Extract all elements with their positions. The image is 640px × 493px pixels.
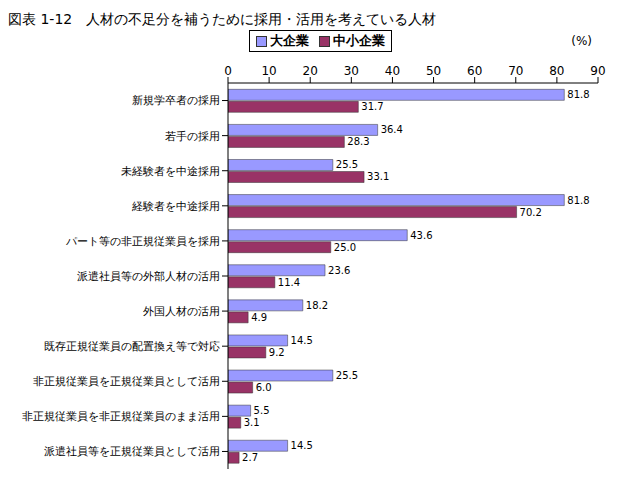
svg-text:18.2: 18.2: [306, 300, 328, 311]
svg-text:3.1: 3.1: [244, 417, 260, 428]
html-text:大企業: 大企業: [269, 33, 309, 48]
svg-text:11.4: 11.4: [278, 277, 300, 288]
svg-text:40: 40: [385, 64, 400, 78]
svg-text:外国人材の活用: 外国人材の活用: [143, 305, 220, 318]
svg-text:43.6: 43.6: [410, 230, 432, 241]
svg-text:50: 50: [426, 64, 441, 78]
svg-text:10: 10: [261, 64, 276, 78]
svg-text:2.7: 2.7: [242, 452, 258, 463]
svg-text:新規学卒者の採用: 新規学卒者の採用: [132, 94, 220, 107]
svg-text:派遣社員等を正規従業員として活用: 派遣社員等を正規従業員として活用: [44, 445, 220, 458]
svg-text:0: 0: [224, 64, 232, 78]
svg-text:9.2: 9.2: [269, 347, 285, 358]
svg-text:パート等の非正規従業員を採用: パート等の非正規従業員を採用: [65, 235, 220, 248]
svg-text:既存正規従業員の配置換え等で対応: 既存正規従業員の配置換え等で対応: [44, 340, 220, 353]
svg-text:25.0: 25.0: [334, 242, 356, 253]
svg-text:28.3: 28.3: [347, 136, 369, 147]
svg-text:31.7: 31.7: [361, 101, 383, 112]
svg-text:60: 60: [467, 64, 482, 78]
svg-text:33.1: 33.1: [367, 171, 389, 182]
html-text:図表 1-12 人材の不足分を補うために採用・活用を考えてい: 図表 1-12 人材の不足分を補うために採用・活用を考えている人材: [8, 11, 437, 27]
svg-text:4.9: 4.9: [251, 312, 267, 323]
svg-text:14.5: 14.5: [291, 335, 313, 346]
svg-text:未経験者を中途採用: 未経験者を中途採用: [121, 165, 220, 178]
svg-text:70: 70: [508, 64, 523, 78]
svg-text:25.5: 25.5: [336, 370, 358, 381]
svg-text:経験者を中途採用: 経験者を中途採用: [131, 200, 220, 213]
svg-text:5.5: 5.5: [254, 405, 270, 416]
svg-text:派遣社員等の外部人材の活用: 派遣社員等の外部人材の活用: [77, 270, 220, 283]
svg-text:23.6: 23.6: [328, 265, 350, 276]
svg-text:25.5: 25.5: [336, 159, 358, 170]
html-text:中小企業: 中小企業: [332, 33, 385, 48]
svg-text:80: 80: [549, 64, 564, 78]
svg-text:90: 90: [590, 64, 605, 78]
svg-text:14.5: 14.5: [291, 440, 313, 451]
svg-text:81.8: 81.8: [567, 89, 589, 100]
svg-text:非正規従業員を非正規従業員のまま活用: 非正規従業員を非正規従業員のまま活用: [22, 410, 220, 423]
svg-text:30: 30: [344, 64, 359, 78]
svg-text:6.0: 6.0: [256, 382, 272, 393]
svg-text:20: 20: [303, 64, 318, 78]
svg-text:70.2: 70.2: [520, 207, 542, 218]
svg-text:非正規従業員を正規従業員として活用: 非正規従業員を正規従業員として活用: [33, 375, 220, 388]
svg-text:81.8: 81.8: [567, 195, 589, 206]
svg-text:若手の採用: 若手の採用: [165, 130, 220, 143]
svg-text:36.4: 36.4: [381, 124, 403, 135]
